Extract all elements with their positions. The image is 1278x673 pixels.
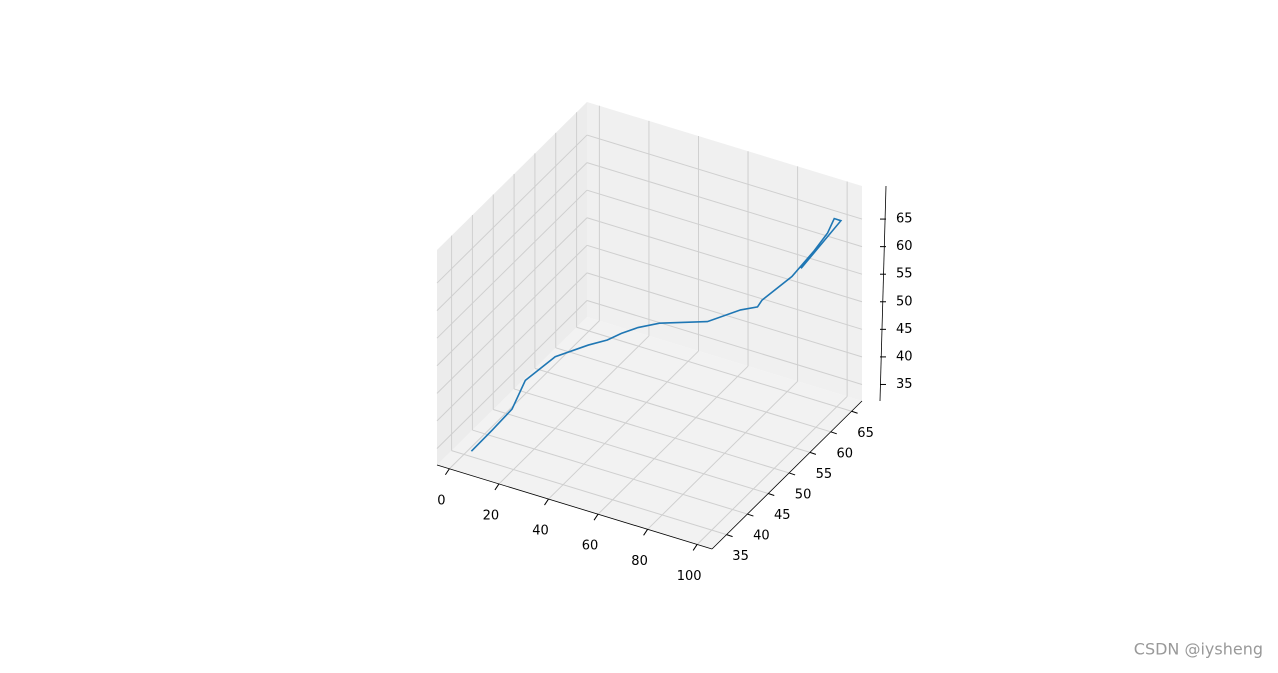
z-tick-label: 40	[896, 349, 913, 364]
left-pane	[437, 102, 587, 465]
grid-line	[436, 162, 588, 311]
grid-line	[513, 388, 790, 474]
y-tick-label: 35	[732, 549, 749, 564]
grid-line	[493, 409, 769, 494]
grid-line	[597, 365, 749, 515]
y-tick	[726, 534, 733, 538]
y-tick-label: 45	[774, 508, 791, 523]
y-tick-label: 55	[816, 467, 833, 482]
back-pane	[587, 102, 862, 401]
grid-line	[576, 326, 852, 412]
z-tick-label: 60	[896, 239, 913, 254]
grid-line	[436, 134, 588, 284]
y-tick-label: 40	[753, 529, 770, 544]
x-tick-label: 60	[582, 539, 599, 554]
grid-line	[436, 272, 588, 422]
x-tick	[544, 498, 549, 506]
x-axis-line	[436, 464, 713, 550]
x-tick	[593, 513, 599, 521]
z-tick-label: 65	[896, 212, 913, 227]
grid-line	[586, 244, 863, 330]
z-tick-label: 35	[896, 377, 913, 392]
grid-line	[586, 299, 863, 385]
grid-line	[586, 217, 863, 303]
z-axis-line	[879, 185, 887, 402]
grid-line	[696, 396, 848, 545]
grid-line	[472, 429, 748, 515]
x-tick	[692, 544, 698, 551]
y-tick	[768, 493, 775, 496]
grid-line	[436, 189, 588, 339]
y-tick	[830, 431, 837, 435]
y-tick	[747, 513, 754, 517]
y-tick	[809, 451, 817, 455]
grid-line	[436, 244, 588, 394]
x-tick	[444, 468, 450, 476]
x-tick-label: 20	[483, 508, 500, 523]
y-tick	[788, 472, 796, 476]
watermark: CSDN @iysheng	[1134, 640, 1263, 659]
z-tick-label: 45	[896, 322, 913, 337]
y-tick	[851, 410, 858, 414]
grid-line	[586, 162, 863, 248]
x-tick-label: 80	[631, 554, 648, 569]
floor-pane	[437, 317, 862, 549]
y-tick-label: 65	[857, 426, 874, 441]
y-tick-label: 50	[795, 487, 812, 502]
grid-line	[647, 380, 798, 530]
grid-line	[586, 189, 863, 275]
grid-line	[436, 300, 588, 449]
grid-line	[436, 217, 588, 367]
x-tick-label: 100	[677, 569, 702, 584]
x-tick-label: 0	[437, 493, 445, 508]
x-tick	[494, 483, 500, 491]
grid-line	[586, 134, 863, 220]
grid-line	[534, 367, 811, 453]
x-tick-label: 40	[532, 524, 549, 539]
grid-line	[498, 335, 650, 485]
x-tick	[643, 529, 649, 536]
y-axis-line	[711, 400, 863, 550]
z-tick-label: 50	[896, 294, 913, 309]
grid-line	[548, 350, 699, 500]
data-line	[470, 217, 843, 452]
grid-line	[555, 347, 831, 433]
grid-line	[451, 450, 727, 536]
grid-line	[449, 320, 600, 470]
z-tick-label: 55	[896, 267, 913, 282]
y-tick-label: 60	[836, 446, 853, 461]
